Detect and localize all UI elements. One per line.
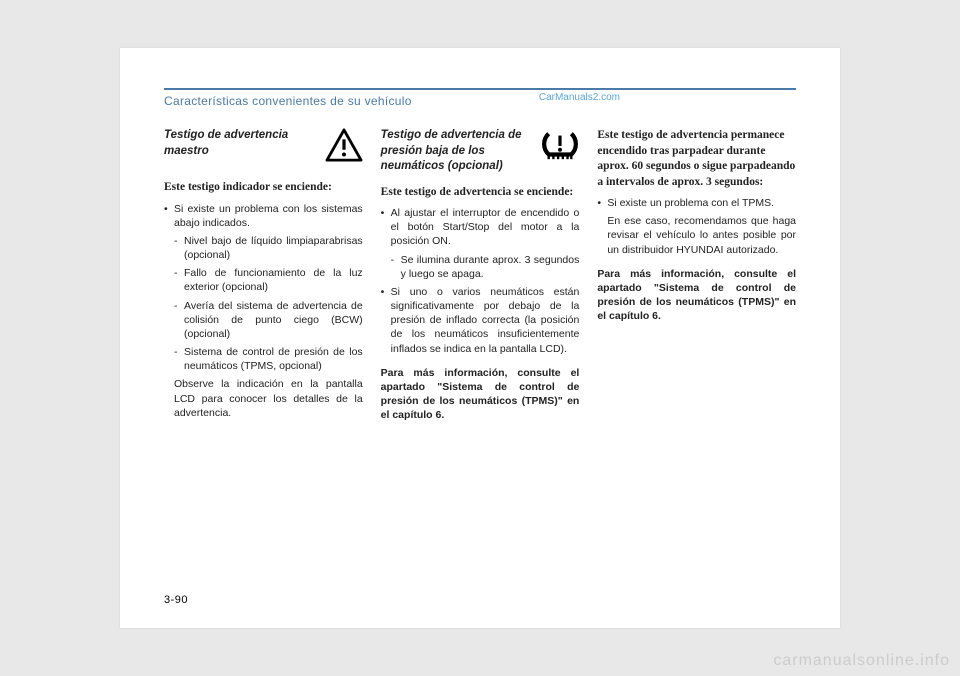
c1-tail: Observe la indicación en la pantalla LCD… — [174, 377, 363, 420]
section-header: Características convenientes de su vehíc… — [164, 94, 796, 108]
list-subitem: -Sistema de control de presión de los ne… — [174, 345, 363, 373]
c3-bold: Para más información, consulte el aparta… — [597, 267, 796, 324]
c1-s2: Fallo de funcionamiento de la luz exteri… — [184, 266, 363, 294]
c2-b2: Si uno o varios neumáticos están signifi… — [391, 285, 580, 356]
list-subitem: -Se ilumina durante aprox. 3 segundos y … — [391, 253, 580, 281]
list-subitem: -Avería del sistema de advertencia de co… — [174, 299, 363, 342]
list-item: •Si uno o varios neumáticos están signif… — [381, 285, 580, 356]
c1-title: Testigo de advertencia maestro — [164, 128, 325, 159]
c1-b1: Si existe un problema con los sistemas a… — [174, 202, 363, 230]
manual-page: Características convenientes de su vehíc… — [120, 48, 840, 628]
c1-lead: Este testigo indicador se enciende: — [164, 180, 363, 196]
c3-tail: En ese caso, recomendamos que haga revis… — [607, 214, 796, 257]
column-3: Este testigo de advertencia permanece en… — [597, 128, 796, 424]
list-subitem: -Fallo de funcionamiento de la luz exter… — [174, 266, 363, 294]
c1-heading-row: Testigo de advertencia maestro — [164, 128, 363, 170]
text-columns: Testigo de advertencia maestro Este test… — [164, 128, 796, 424]
watermark-bottom: carmanualsonline.info — [773, 652, 950, 670]
list-subitem: -Nivel bajo de líquido limpiaparabrisas … — [174, 234, 363, 262]
tpms-icon — [541, 128, 579, 162]
header-rule — [164, 88, 796, 90]
column-1: Testigo de advertencia maestro Este test… — [164, 128, 363, 424]
list-item: •Si existe un problema con el TPMS. — [597, 196, 796, 210]
c2-b1: Al ajustar el interruptor de encendido o… — [391, 206, 580, 249]
list-item: •Al ajustar el interruptor de encendido … — [381, 206, 580, 249]
column-2: Testigo de advertencia de presión baja d… — [381, 128, 580, 424]
c1-s4: Sistema de control de presión de los neu… — [184, 345, 363, 373]
c2-heading-row: Testigo de advertencia de presión baja d… — [381, 128, 580, 175]
c3-b1: Si existe un problema con el TPMS. — [607, 196, 774, 210]
c1-s3: Avería del sistema de advertencia de col… — [184, 299, 363, 342]
c2-lead: Este testigo de advertencia se enciende: — [381, 185, 580, 201]
warning-triangle-icon — [325, 128, 363, 162]
c2-title: Testigo de advertencia de presión baja d… — [381, 128, 542, 175]
page-number: 3-90 — [164, 594, 188, 606]
c3-lead: Este testigo de advertencia permanece en… — [597, 128, 796, 190]
c2-bold: Para más información, consulte el aparta… — [381, 366, 580, 423]
list-item: •Si existe un problema con los sistemas … — [164, 202, 363, 230]
c2-s1: Se ilumina durante aprox. 3 segundos y l… — [401, 253, 580, 281]
c1-s1: Nivel bajo de líquido limpiaparabrisas (… — [184, 234, 363, 262]
